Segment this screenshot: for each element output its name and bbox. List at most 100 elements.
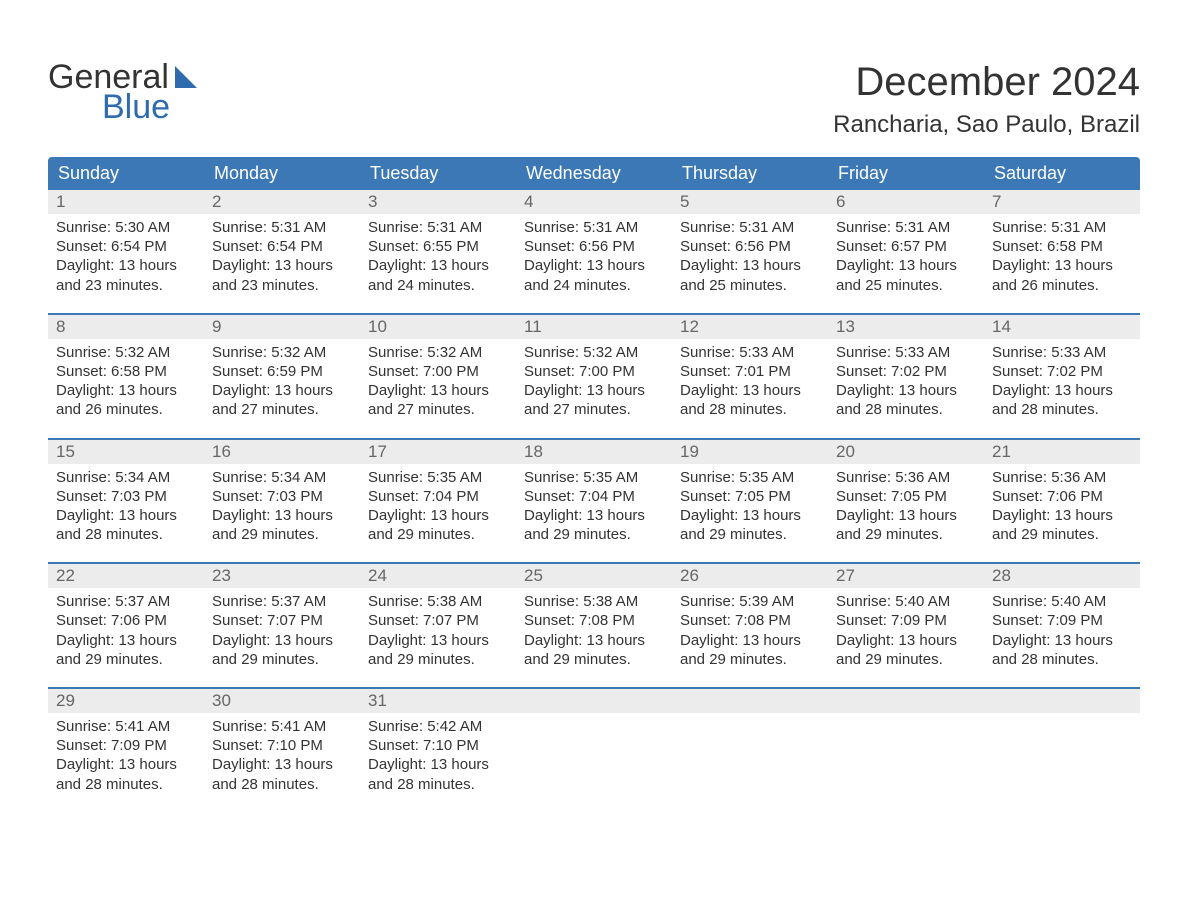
day-number: 6 [828, 190, 984, 214]
daylight-line: Daylight: 13 hours and 28 minutes. [836, 381, 976, 419]
day-number: 30 [204, 689, 360, 713]
daylight-line: Daylight: 13 hours and 24 minutes. [368, 256, 508, 294]
day-cell: 22Sunrise: 5:37 AMSunset: 7:06 PMDayligh… [48, 564, 204, 687]
sunrise-line: Sunrise: 5:32 AM [368, 343, 508, 362]
day-detail: Sunrise: 5:33 AMSunset: 7:02 PMDaylight:… [828, 339, 984, 420]
sunrise-line: Sunrise: 5:35 AM [368, 468, 508, 487]
day-number: 27 [828, 564, 984, 588]
sunset-line: Sunset: 7:06 PM [56, 611, 196, 630]
day-cell: 24Sunrise: 5:38 AMSunset: 7:07 PMDayligh… [360, 564, 516, 687]
sunrise-line: Sunrise: 5:33 AM [836, 343, 976, 362]
title-block: December 2024 Rancharia, Sao Paulo, Braz… [833, 60, 1140, 139]
day-detail: Sunrise: 5:37 AMSunset: 7:06 PMDaylight:… [48, 588, 204, 669]
day-detail: Sunrise: 5:30 AMSunset: 6:54 PMDaylight:… [48, 214, 204, 295]
brand-logo: General Blue [48, 60, 203, 124]
day-detail: Sunrise: 5:38 AMSunset: 7:07 PMDaylight:… [360, 588, 516, 669]
week-row: 15Sunrise: 5:34 AMSunset: 7:03 PMDayligh… [48, 438, 1140, 563]
daylight-line: Daylight: 13 hours and 28 minutes. [992, 381, 1132, 419]
day-cell: 17 Sunrise: 5:35 AMSunset: 7:04 PMDayligh… [360, 440, 516, 563]
sunset-line: Sunset: 7:04 PM [368, 487, 508, 506]
day-cell: 12Sunrise: 5:33 AMSunset: 7:01 PMDayligh… [672, 315, 828, 438]
day-cell: 10 Sunrise: 5:32 AMSunset: 7:00 PMDayligh… [360, 315, 516, 438]
daylight-line: Daylight: 13 hours and 27 minutes. [368, 381, 508, 419]
sunrise-line: Sunrise: 5:42 AM [368, 717, 508, 736]
day-detail: Sunrise: 5:33 AMSunset: 7:01 PMDaylight:… [672, 339, 828, 420]
daylight-line: Daylight: 13 hours and 28 minutes. [368, 755, 508, 793]
day-cell: 13Sunrise: 5:33 AMSunset: 7:02 PMDayligh… [828, 315, 984, 438]
sunset-line: Sunset: 7:10 PM [368, 736, 508, 755]
day-number: 5 [672, 190, 828, 214]
sunrise-line: Sunrise: 5:37 AM [212, 592, 352, 611]
daylight-line: Daylight: 13 hours and 28 minutes. [992, 631, 1132, 669]
day-cell: 29Sunrise: 5:41 AMSunset: 7:09 PMDayligh… [48, 689, 204, 812]
day-number: 24 [360, 564, 516, 588]
sunset-line: Sunset: 6:57 PM [836, 237, 976, 256]
weekday-header: Monday [204, 157, 360, 190]
sunset-line: Sunset: 7:10 PM [212, 736, 352, 755]
sunrise-line: Sunrise: 5:32 AM [56, 343, 196, 362]
calendar: Sunday Monday Tuesday Wednesday Thursday… [48, 157, 1140, 812]
daylight-line: Daylight: 13 hours and 29 minutes. [56, 631, 196, 669]
sunrise-line: Sunrise: 5:31 AM [836, 218, 976, 237]
sunrise-line: Sunrise: 5:36 AM [836, 468, 976, 487]
sunset-line: Sunset: 7:09 PM [56, 736, 196, 755]
day-number: 8 [48, 315, 204, 339]
day-detail: Sunrise: 5:40 AMSunset: 7:09 PMDaylight:… [828, 588, 984, 669]
sunrise-line: Sunrise: 5:31 AM [680, 218, 820, 237]
weeks-container: 1Sunrise: 5:30 AMSunset: 6:54 PMDaylight… [48, 190, 1140, 812]
daylight-line: Daylight: 13 hours and 23 minutes. [212, 256, 352, 294]
daylight-line: Daylight: 13 hours and 29 minutes. [368, 506, 508, 544]
day-number: 20 [828, 440, 984, 464]
sunrise-line: Sunrise: 5:34 AM [56, 468, 196, 487]
sunrise-line: Sunrise: 5:35 AM [680, 468, 820, 487]
day-detail: Sunrise: 5:31 AMSunset: 6:58 PMDaylight:… [984, 214, 1140, 295]
day-cell [984, 689, 1140, 812]
day-detail: Sunrise: 5:31 AMSunset: 6:54 PMDaylight:… [204, 214, 360, 295]
day-cell: 5Sunrise: 5:31 AMSunset: 6:56 PMDaylight… [672, 190, 828, 313]
weekday-header: Saturday [984, 157, 1140, 190]
day-number: 10 [360, 315, 516, 339]
day-cell: 1Sunrise: 5:30 AMSunset: 6:54 PMDaylight… [48, 190, 204, 313]
day-number: 18 [516, 440, 672, 464]
week-row: 1Sunrise: 5:30 AMSunset: 6:54 PMDaylight… [48, 190, 1140, 313]
sunrise-line: Sunrise: 5:38 AM [368, 592, 508, 611]
sunrise-line: Sunrise: 5:41 AM [56, 717, 196, 736]
sunset-line: Sunset: 6:55 PM [368, 237, 508, 256]
day-cell: 9Sunrise: 5:32 AMSunset: 6:59 PMDaylight… [204, 315, 360, 438]
day-detail: Sunrise: 5:33 AMSunset: 7:02 PMDaylight:… [984, 339, 1140, 420]
sunset-line: Sunset: 6:58 PM [56, 362, 196, 381]
day-cell: 6 Sunrise: 5:31 AMSunset: 6:57 PMDaylight… [828, 190, 984, 313]
day-cell: 15Sunrise: 5:34 AMSunset: 7:03 PMDayligh… [48, 440, 204, 563]
day-number: 17 [360, 440, 516, 464]
day-detail: Sunrise: 5:32 AMSunset: 7:00 PMDaylight:… [516, 339, 672, 420]
brand-text-2: Blue [48, 90, 203, 124]
sunset-line: Sunset: 7:02 PM [836, 362, 976, 381]
day-number: 19 [672, 440, 828, 464]
daylight-line: Daylight: 13 hours and 28 minutes. [56, 506, 196, 544]
day-cell: 8Sunrise: 5:32 AMSunset: 6:58 PMDaylight… [48, 315, 204, 438]
daylight-line: Daylight: 13 hours and 25 minutes. [836, 256, 976, 294]
day-number [672, 689, 828, 713]
day-number: 4 [516, 190, 672, 214]
day-detail: Sunrise: 5:37 AMSunset: 7:07 PMDaylight:… [204, 588, 360, 669]
day-cell: 4Sunrise: 5:31 AMSunset: 6:56 PMDaylight… [516, 190, 672, 313]
daylight-line: Daylight: 13 hours and 27 minutes. [524, 381, 664, 419]
sunset-line: Sunset: 6:56 PM [680, 237, 820, 256]
sunrise-line: Sunrise: 5:37 AM [56, 592, 196, 611]
daylight-line: Daylight: 13 hours and 29 minutes. [212, 506, 352, 544]
weekday-header-row: Sunday Monday Tuesday Wednesday Thursday… [48, 157, 1140, 190]
day-number: 16 [204, 440, 360, 464]
day-detail: Sunrise: 5:39 AMSunset: 7:08 PMDaylight:… [672, 588, 828, 669]
sunrise-line: Sunrise: 5:39 AM [680, 592, 820, 611]
sunset-line: Sunset: 7:07 PM [212, 611, 352, 630]
daylight-line: Daylight: 13 hours and 29 minutes. [212, 631, 352, 669]
daylight-line: Daylight: 13 hours and 29 minutes. [992, 506, 1132, 544]
day-cell: 20Sunrise: 5:36 AMSunset: 7:05 PMDayligh… [828, 440, 984, 563]
day-cell: 31Sunrise: 5:42 AMSunset: 7:10 PMDayligh… [360, 689, 516, 812]
day-number: 9 [204, 315, 360, 339]
day-number: 23 [204, 564, 360, 588]
day-number [984, 689, 1140, 713]
sunset-line: Sunset: 7:09 PM [836, 611, 976, 630]
sunset-line: Sunset: 7:00 PM [368, 362, 508, 381]
day-cell [828, 689, 984, 812]
